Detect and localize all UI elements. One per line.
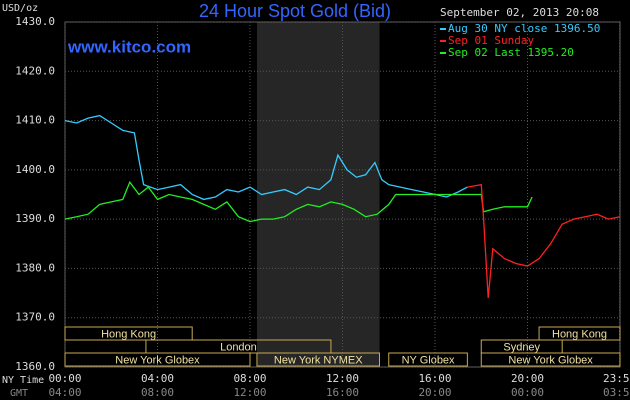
session-box — [64, 352, 251, 367]
y-tick-label: 1430.0 — [15, 15, 55, 28]
y-tick-label: 1360.0 — [15, 360, 55, 373]
y-tick-label: 1380.0 — [15, 261, 55, 274]
y-tick-label: 1410.0 — [15, 114, 55, 127]
session-label: New York Globex — [115, 354, 200, 366]
price-line — [467, 183, 621, 299]
x2-tick-label: 08:00 — [141, 386, 174, 399]
x2-tick-label: 20:00 — [418, 386, 451, 399]
x2-tick-label: 12:00 — [233, 386, 266, 399]
session-box — [388, 352, 468, 367]
chart-title: 24 Hour Spot Gold (Bid) — [199, 1, 391, 21]
session-label: London — [220, 341, 257, 353]
x-tick-label: 12:00 — [326, 372, 359, 385]
y-axis-label: USD/oz — [2, 3, 38, 14]
x-tick-label: 20:00 — [511, 372, 544, 385]
x2-tick-label: 00:00 — [511, 386, 544, 399]
legend-entry: Aug 30 NY close 1396.50 — [448, 22, 600, 35]
session-shade — [256, 22, 380, 367]
legend-entry: Sep 01 Sunday — [448, 34, 534, 47]
x-tick-label: 04:00 — [141, 372, 174, 385]
session-label: Hong Kong — [101, 328, 156, 340]
session-box — [64, 326, 193, 341]
watermark: www.kitco.com — [67, 37, 191, 56]
session-box — [538, 326, 621, 341]
session-box — [480, 352, 621, 367]
x-axis-label: NY Time — [2, 375, 44, 386]
x2-tick-label: 03:59 — [603, 386, 630, 399]
legend-entry: Sep 02 Last 1395.20 — [448, 46, 574, 59]
price-line — [64, 114, 468, 201]
y-tick-label: 1370.0 — [15, 311, 55, 324]
x-tick-label: 08:00 — [233, 372, 266, 385]
session-label: Hong Kong — [552, 328, 607, 340]
session-label: New York Globex — [508, 354, 593, 366]
x-tick-label: 16:00 — [418, 372, 451, 385]
x2-axis-label: GMT — [10, 388, 28, 399]
y-tick-label: 1400.0 — [15, 163, 55, 176]
timestamp: September 02, 2013 20:08 — [440, 6, 599, 19]
session-label: NY Globex — [402, 354, 455, 366]
x-tick-label: 23:59 — [603, 372, 630, 385]
x2-tick-label: 04:00 — [48, 386, 81, 399]
price-line — [64, 180, 533, 223]
y-tick-label: 1390.0 — [15, 212, 55, 225]
session-label: New York NYMEX — [274, 354, 363, 366]
session-box — [256, 352, 380, 367]
x2-tick-label: 16:00 — [326, 386, 359, 399]
x-tick-label: 00:00 — [48, 372, 81, 385]
session-label: Sydney — [503, 341, 540, 353]
y-tick-label: 1420.0 — [15, 64, 55, 77]
